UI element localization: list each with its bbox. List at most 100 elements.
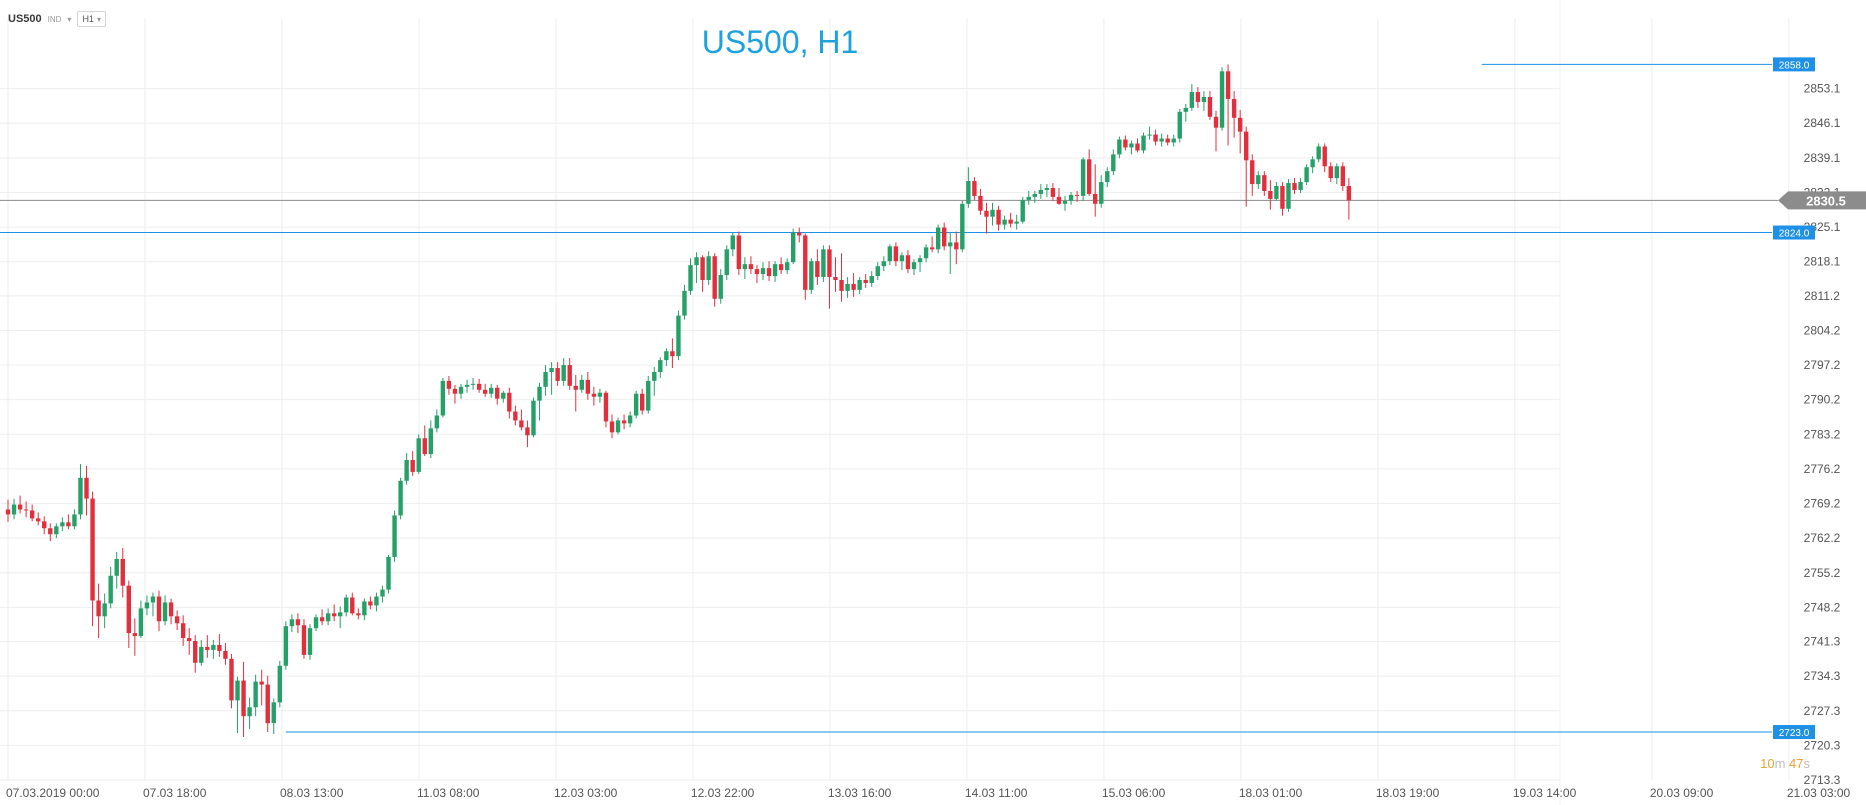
candle-down xyxy=(229,658,234,701)
candle-up xyxy=(543,371,548,387)
candle-up xyxy=(199,646,204,663)
x-tick-label: 18.03 19:00 xyxy=(1376,786,1440,800)
candle-down xyxy=(1280,186,1285,209)
candle-up xyxy=(1038,189,1044,194)
candle-up xyxy=(772,264,778,277)
x-tick-label: 12.03 03:00 xyxy=(554,786,618,800)
candle-down xyxy=(621,420,627,424)
instrument-type-label: IND xyxy=(47,14,62,24)
y-tick-label: 2797.2 xyxy=(1804,358,1841,372)
candle-down xyxy=(495,387,500,399)
candle-up xyxy=(646,380,651,411)
candle-up xyxy=(1183,107,1188,112)
timeframe-select[interactable]: H1 ▾ xyxy=(77,11,106,27)
candle-up xyxy=(404,460,409,481)
price-axis: 2853.12846.12839.12832.12825.12818.12811… xyxy=(1804,82,1841,787)
candle-up xyxy=(1219,71,1225,128)
candle-down xyxy=(603,392,609,422)
candle-down xyxy=(205,646,210,650)
candle-up xyxy=(682,290,687,316)
candle-up xyxy=(875,266,880,277)
candle-down xyxy=(1056,196,1062,204)
candle-down xyxy=(193,641,198,663)
candle-up xyxy=(1177,111,1182,139)
candle-up xyxy=(694,257,699,266)
y-tick-label: 2853.1 xyxy=(1804,82,1841,96)
candle-down xyxy=(174,616,180,624)
candle-down xyxy=(1328,166,1333,179)
candle-down xyxy=(567,365,572,386)
y-tick-label: 2846.1 xyxy=(1804,116,1841,130)
candle-up xyxy=(1159,138,1164,142)
candle-up xyxy=(72,514,77,527)
candle-down xyxy=(29,510,35,519)
x-tick-label: 12.03 22:00 xyxy=(691,786,755,800)
candle-up xyxy=(54,526,59,535)
candle-down xyxy=(48,528,53,535)
candle-down xyxy=(972,181,977,196)
candle-down xyxy=(90,498,95,601)
candle-down xyxy=(833,277,838,280)
candle-down xyxy=(905,255,911,270)
candle-up xyxy=(881,261,886,267)
candle-up xyxy=(1304,167,1309,183)
candle-up xyxy=(489,387,494,394)
y-tick-label: 2783.2 xyxy=(1804,427,1841,441)
x-tick-label: 07.03.2019 00:00 xyxy=(6,786,100,800)
candle-down xyxy=(1008,219,1013,224)
candle-up xyxy=(917,258,923,263)
candle-down xyxy=(929,247,935,250)
candle-up xyxy=(380,589,385,597)
countdown-seconds-unit: s xyxy=(1803,756,1811,771)
candle-down xyxy=(513,411,518,421)
chart-header: US500 IND ▾ H1 ▾ xyxy=(8,10,106,28)
candle-down xyxy=(356,613,361,616)
candle-down xyxy=(670,351,675,357)
candle-down xyxy=(1262,175,1267,191)
chevron-down-icon[interactable]: ▾ xyxy=(67,14,72,24)
candle-up xyxy=(1256,175,1261,185)
candle-up xyxy=(416,438,421,472)
candle-up xyxy=(676,315,681,357)
candle-up xyxy=(1141,135,1146,151)
candle-up xyxy=(283,626,289,666)
candle-up xyxy=(1111,154,1116,172)
candle-up xyxy=(791,232,796,263)
candle-down xyxy=(350,597,355,614)
candle-down xyxy=(1237,117,1243,132)
candle-down xyxy=(736,235,742,270)
candle-up xyxy=(307,628,313,655)
candle-down xyxy=(1346,186,1352,201)
candle-up xyxy=(597,392,603,397)
candle-up xyxy=(374,596,379,606)
candle-down xyxy=(132,633,138,637)
candle-up xyxy=(11,504,17,515)
candle-up xyxy=(821,249,826,278)
candle-up xyxy=(362,601,367,616)
candle-up xyxy=(102,603,107,617)
candle-up xyxy=(1334,166,1339,179)
candle-down xyxy=(507,392,512,412)
horizontal-levels xyxy=(0,63,1778,733)
candle-up xyxy=(845,283,850,291)
candle-down xyxy=(519,420,524,428)
candle-down xyxy=(422,438,427,455)
candle-up xyxy=(325,613,331,622)
candle-down xyxy=(1135,143,1140,151)
candle-down xyxy=(17,504,23,510)
candle-up xyxy=(923,247,929,259)
current-price-label: 2830.5 xyxy=(1806,193,1846,208)
candle-down xyxy=(241,680,246,717)
candles xyxy=(5,64,1352,737)
time-axis: 07.03.2019 00:00 07.03 18:00 08.03 13:00 11… xyxy=(6,786,1851,800)
candle-up xyxy=(760,268,766,275)
candle-up xyxy=(869,276,874,283)
candle-up xyxy=(730,235,735,250)
candle-down xyxy=(36,518,41,522)
candle-up xyxy=(633,393,639,416)
candle-up xyxy=(1171,138,1176,143)
chevron-down-icon: ▾ xyxy=(96,14,101,24)
candle-down xyxy=(1231,98,1237,118)
candle-up xyxy=(966,181,971,204)
